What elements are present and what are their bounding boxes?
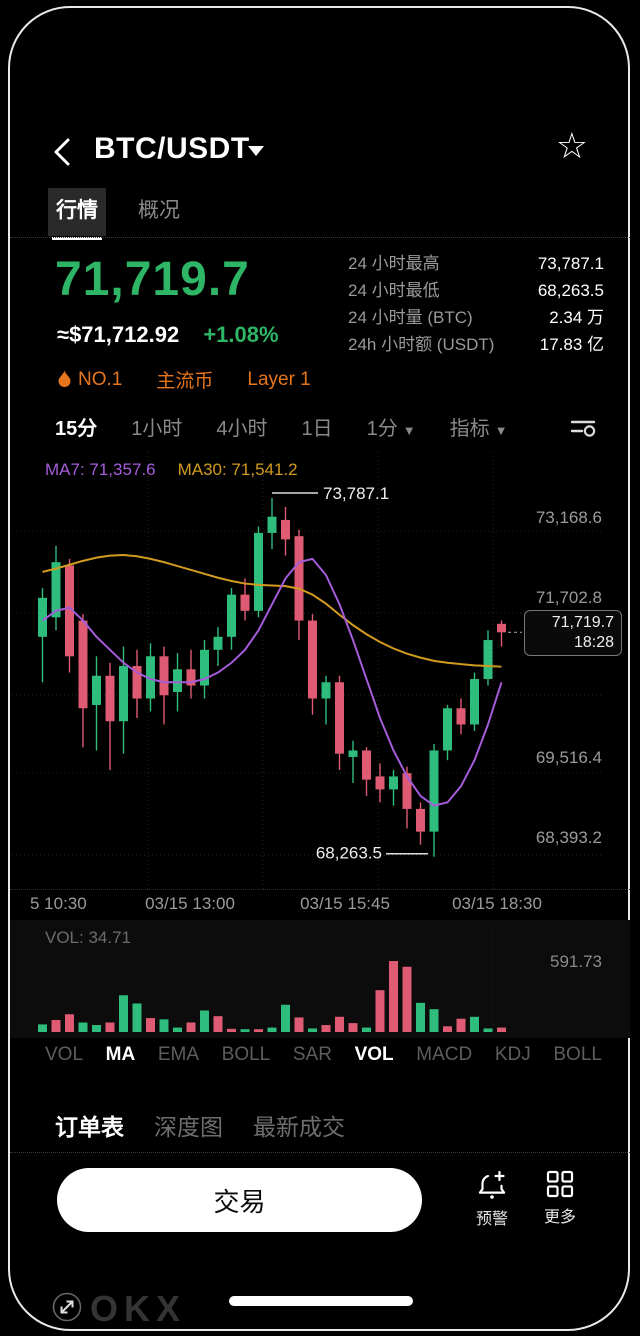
current-price-tag: 71,719.7 18:28 — [524, 610, 622, 657]
pair-dropdown-caret-icon[interactable] — [248, 146, 264, 156]
current-price: 71,719.7 — [551, 614, 614, 632]
ma7-label: MA7: 71,357.6 — [45, 460, 156, 479]
stat-24h-turnover-usdt: 24h 小时额 (USDT) 17.83 亿 — [348, 335, 604, 354]
indicator-tab-macd[interactable]: MACD — [416, 1044, 473, 1065]
indicator-tab-kdj[interactable]: KDJ — [494, 1044, 531, 1065]
tf-15m[interactable]: 15分 — [55, 418, 98, 440]
tab-quotes[interactable]: 行情 — [48, 188, 106, 240]
current-time: 18:28 — [573, 634, 614, 652]
tab-overview[interactable]: 概况 — [138, 199, 180, 222]
svg-text:73,787.1: 73,787.1 — [323, 484, 389, 503]
tf-1d[interactable]: 1日 — [301, 418, 333, 440]
price-chart-canvas[interactable]: 73,787.1 68,263.5 — [0, 450, 640, 920]
back-chevron-icon — [54, 138, 70, 166]
badge-rank[interactable]: NO.1 — [57, 369, 122, 391]
indicator-tab-boll[interactable]: BOLL — [221, 1044, 271, 1065]
alert-label: 预警 — [475, 1211, 508, 1228]
more-button[interactable]: 更多 — [528, 1168, 592, 1232]
back-button[interactable] — [48, 136, 78, 168]
divider — [10, 1152, 630, 1153]
stat-24h-high: 24 小时最高 73,787.1 — [348, 254, 604, 273]
y-axis-label: 71,702.8 — [535, 588, 602, 607]
tab-order-book[interactable]: 订单表 — [55, 1114, 124, 1140]
page-title[interactable]: BTC/USDT — [94, 132, 250, 165]
price-change: +1.08% — [203, 322, 279, 347]
x-axis-label: 03/15 15:45 — [300, 894, 390, 913]
x-axis-label: 5 10:30 — [30, 894, 87, 913]
y-axis-label: 69,516.4 — [535, 748, 602, 767]
x-axis-label: 03/15 13:00 — [145, 894, 235, 913]
top-tabs: 行情 概况 — [48, 188, 188, 240]
ma-labels: MA7: 71,357.6 MA30: 71,541.2 — [45, 460, 298, 480]
badges: NO.1 主流币 Layer 1 — [57, 366, 311, 393]
chevron-down-icon: ▼ — [402, 423, 416, 438]
divider — [10, 889, 630, 890]
timeframe-row: 15分 1小时 4小时 1日 1分 ▼ 指标 ▼ — [55, 412, 605, 441]
tf-1h[interactable]: 1小时 — [131, 418, 183, 440]
chart-settings-button[interactable] — [569, 414, 597, 440]
y-axis-label: 68,393.2 — [535, 828, 602, 847]
stat-24h-volume-btc: 24 小时量 (BTC) 2.34 万 — [348, 308, 604, 327]
price-alert-button[interactable]: 预警 — [460, 1168, 524, 1232]
indicator-tabs: VOL MA EMA BOLL SAR VOL MACD KDJ BOLL — [45, 1044, 602, 1066]
y-axis-label: 73,168.6 — [535, 508, 602, 527]
last-price: 71,719.7 — [55, 253, 250, 306]
chevron-down-icon: ▼ — [494, 423, 508, 438]
tab-depth-chart[interactable]: 深度图 — [154, 1114, 223, 1140]
indicator-tab-boll2[interactable]: BOLL — [553, 1044, 602, 1065]
fullscreen-button[interactable] — [52, 1292, 82, 1322]
fiat-price-row: ≈$71,712.92 +1.08% — [57, 322, 279, 348]
grid-more-icon — [546, 1170, 574, 1198]
tf-1m-dropdown[interactable]: 1分 ▼ — [366, 418, 416, 440]
indicator-tab-vol2[interactable]: VOL — [354, 1044, 394, 1065]
order-tabs: 订单表 深度图 最新成交 — [55, 1108, 345, 1142]
volume-chart-canvas[interactable] — [0, 920, 640, 1038]
bell-plus-icon — [478, 1170, 506, 1199]
volume-scale-max: 591.73 — [550, 952, 602, 971]
badge-mainstream[interactable]: 主流币 — [156, 371, 214, 392]
okx-watermark: OKX — [90, 1288, 187, 1329]
stat-24h-low: 24 小时最低 68,263.5 — [348, 281, 604, 300]
divider — [10, 237, 630, 238]
ma30-label: MA30: 71,541.2 — [177, 460, 298, 479]
favorite-star-icon[interactable]: ☆ — [555, 125, 588, 166]
candlestick-chart[interactable]: 73,787.1 68,263.5 MA7: 71,357.6 MA30: 71,… — [0, 450, 640, 1329]
indicator-tab-vol[interactable]: VOL — [45, 1044, 84, 1065]
more-label: 更多 — [543, 1209, 576, 1226]
volume-pane[interactable]: VOL: 34.71 591.73 — [10, 920, 630, 1038]
indicator-tab-sar[interactable]: SAR — [292, 1044, 332, 1065]
trade-button[interactable]: 交易 — [57, 1168, 422, 1232]
home-indicator — [229, 1296, 413, 1306]
chart-settings-icon — [570, 420, 596, 437]
tf-4h[interactable]: 4小时 — [216, 418, 268, 440]
indicator-tab-ma[interactable]: MA — [105, 1044, 136, 1065]
badge-layer1[interactable]: Layer 1 — [247, 368, 311, 390]
indicators-dropdown[interactable]: 指标 ▼ — [449, 418, 508, 440]
header: BTC/USDT ☆ — [30, 126, 610, 176]
x-axis-label: 03/15 18:30 — [452, 894, 542, 913]
expand-icon — [52, 1292, 82, 1322]
flame-icon — [58, 370, 71, 387]
stats-panel: 24 小时最高 73,787.1 24 小时最低 68,263.5 24 小时量… — [348, 254, 604, 362]
tab-latest-trades[interactable]: 最新成交 — [253, 1114, 345, 1140]
indicator-tab-ema[interactable]: EMA — [157, 1044, 200, 1065]
volume-label: VOL: 34.71 — [45, 928, 132, 947]
fiat-price: ≈$71,712.92 — [57, 322, 180, 347]
svg-text:68,263.5: 68,263.5 — [316, 844, 382, 863]
